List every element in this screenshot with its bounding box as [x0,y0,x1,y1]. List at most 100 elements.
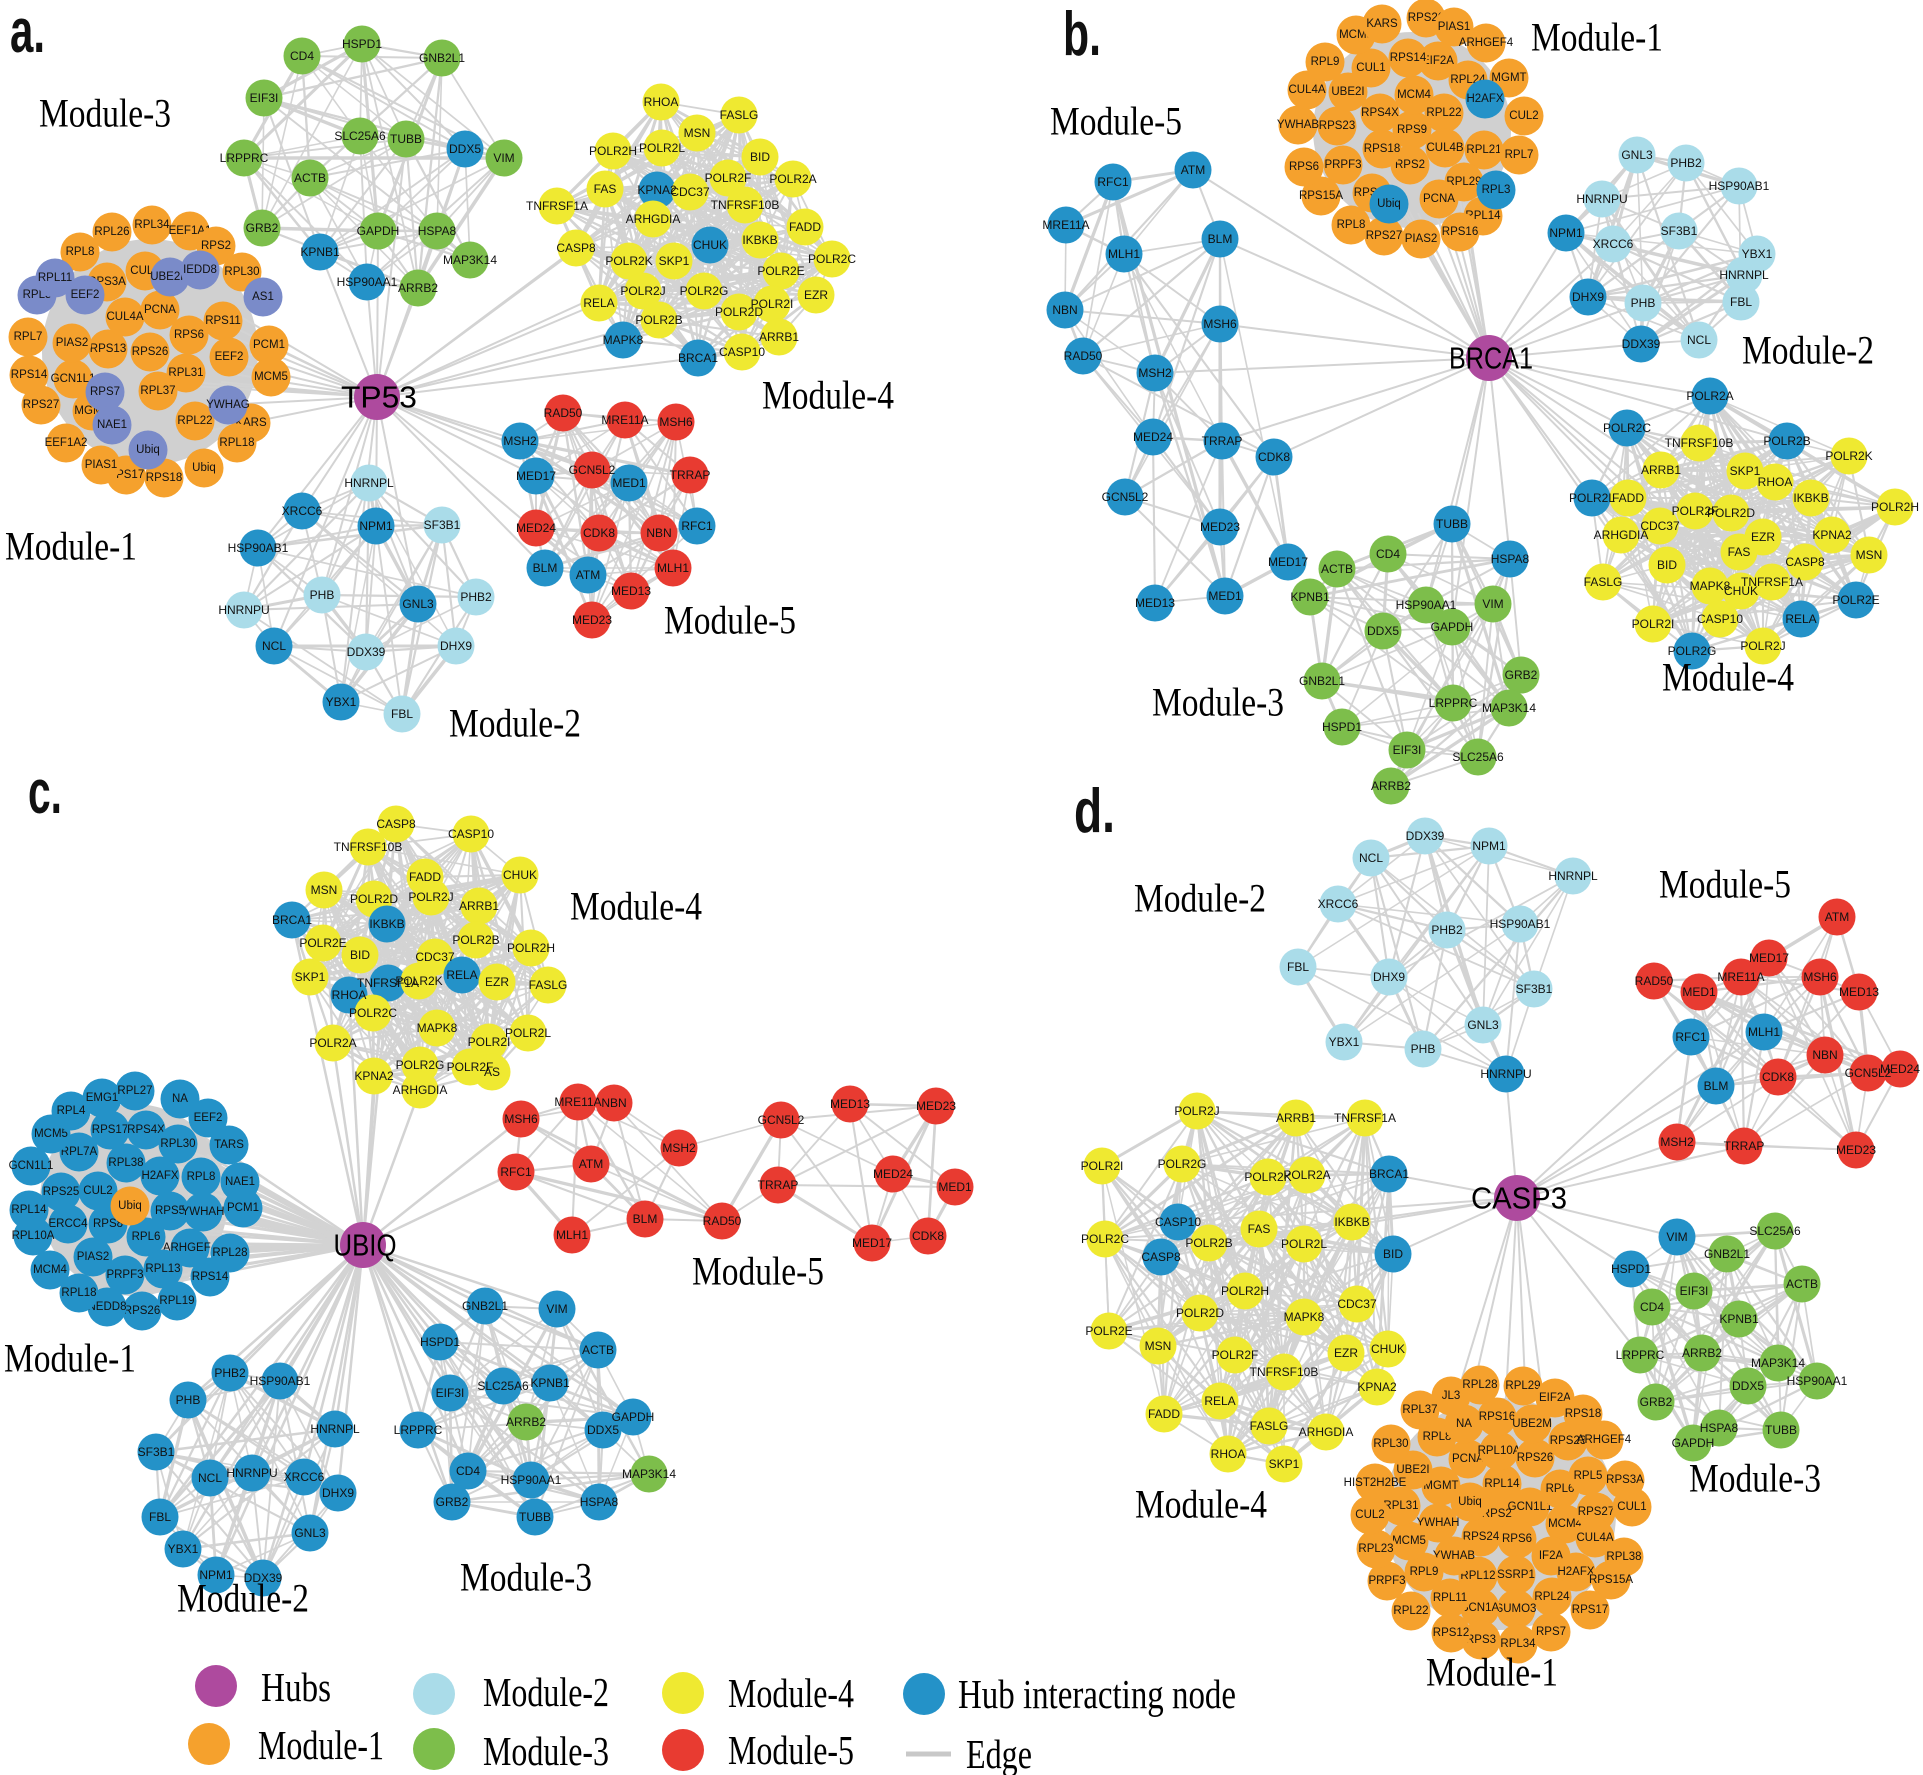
svg-text:NPM1: NPM1 [1472,839,1506,853]
svg-text:NAE1: NAE1 [225,1176,255,1188]
svg-text:UBE2I: UBE2I [1331,86,1364,98]
svg-text:CDC37: CDC37 [670,185,710,199]
svg-text:RPL30: RPL30 [224,266,259,278]
svg-text:PHB: PHB [310,588,335,602]
svg-text:RPS3A: RPS3A [1606,1474,1644,1486]
svg-text:POLR2B: POLR2B [452,933,499,947]
svg-text:RPS26: RPS26 [1517,1452,1553,1464]
svg-text:CASP10: CASP10 [1155,1215,1201,1229]
svg-text:AS: AS [484,1065,500,1079]
svg-text:CUL2: CUL2 [1355,1509,1384,1521]
svg-text:ATM: ATM [1181,163,1205,177]
svg-text:RPL22: RPL22 [1393,1605,1428,1617]
svg-text:RPS11: RPS11 [205,315,241,327]
svg-text:FADD: FADD [1148,1407,1180,1421]
svg-text:GNL3: GNL3 [1467,1018,1499,1032]
svg-text:TUBB: TUBB [1765,1423,1797,1437]
svg-text:RPS4X: RPS4X [1361,107,1399,119]
svg-text:PIAS2: PIAS2 [56,337,89,349]
svg-text:MCM4: MCM4 [1548,1518,1582,1530]
svg-text:DDX39: DDX39 [244,1571,283,1585]
svg-text:RPS24: RPS24 [1463,1531,1500,1543]
svg-text:DHX9: DHX9 [1373,970,1405,984]
svg-text:RHOA: RHOA [644,95,679,109]
svg-text:RPL12: RPL12 [1460,1570,1495,1582]
svg-text:TUBB: TUBB [1436,517,1468,531]
svg-text:POLR2A: POLR2A [769,172,816,186]
svg-text:RPS25: RPS25 [43,1186,79,1198]
svg-text:POLR2C: POLR2C [1081,1232,1129,1246]
svg-text:MSH2: MSH2 [503,434,537,448]
svg-text:POLR2C: POLR2C [349,1006,397,1020]
svg-text:IKBKB: IKBKB [369,917,404,931]
svg-text:RPL4: RPL4 [57,1105,86,1117]
svg-text:GCN5L2: GCN5L2 [1102,490,1149,504]
svg-text:ARHGDIA: ARHGDIA [626,212,681,226]
svg-text:AS1: AS1 [252,291,274,303]
svg-text:ARHGEF4: ARHGEF4 [1577,1434,1632,1446]
svg-text:HSPA8: HSPA8 [1491,552,1530,566]
svg-text:PRPF3: PRPF3 [1368,1575,1405,1587]
svg-text:CUL4A: CUL4A [106,311,143,323]
svg-text:BLM: BLM [533,561,558,575]
svg-text:TNFRSF1A: TNFRSF1A [1334,1111,1396,1125]
svg-text:HSPD1: HSPD1 [342,37,382,51]
svg-text:DDX5: DDX5 [1732,1379,1764,1393]
svg-text:CUL2: CUL2 [1509,110,1538,122]
svg-text:Module-5: Module-5 [692,1249,824,1294]
svg-text:POLR2F: POLR2F [447,1060,494,1074]
svg-text:ACTB: ACTB [294,171,326,185]
svg-text:EIF2A: EIF2A [1422,55,1454,67]
svg-text:RPL34: RPL34 [1500,1638,1536,1650]
svg-text:MED13: MED13 [830,1097,870,1111]
svg-text:RPS6: RPS6 [174,329,204,341]
svg-text:VIM: VIM [546,1302,567,1316]
svg-text:H2AFX: H2AFX [1557,1566,1594,1578]
svg-text:POLR2D: POLR2D [715,305,763,319]
svg-text:HSP90AA1: HSP90AA1 [1787,1374,1848,1388]
svg-text:RPS20: RPS20 [1482,1508,1518,1520]
svg-text:Module-1: Module-1 [4,1336,136,1381]
svg-text:RPS4X: RPS4X [127,1124,165,1136]
svg-text:MED17: MED17 [516,469,556,483]
svg-text:Module-5: Module-5 [728,1727,854,1773]
svg-text:GNB2L1: GNB2L1 [419,51,465,65]
svg-text:POLR2E: POLR2E [1085,1324,1132,1338]
svg-text:RPS5: RPS5 [155,1205,185,1217]
svg-text:POLR2L: POLR2L [1569,491,1615,505]
svg-text:MSN: MSN [1856,548,1883,562]
svg-text:EZR: EZR [804,288,828,302]
svg-text:RPS27: RPS27 [1366,230,1402,242]
svg-text:MAP3K14: MAP3K14 [443,253,497,267]
svg-text:RPL8: RPL8 [1337,219,1366,231]
svg-text:POLR2H: POLR2H [589,144,637,158]
svg-text:RPL13: RPL13 [145,1263,180,1275]
svg-text:POLR2I: POLR2I [468,1035,511,1049]
svg-text:CHUK: CHUK [1371,1342,1405,1356]
svg-text:POLR2I: POLR2I [1632,617,1675,631]
svg-text:POLR2A: POLR2A [309,1036,356,1050]
svg-text:CUL4B: CUL4B [1426,142,1463,154]
svg-text:MED17: MED17 [852,1236,892,1250]
svg-text:RPL14: RPL14 [11,1204,47,1216]
svg-text:RPL22: RPL22 [177,415,212,427]
svg-text:MAP3K14: MAP3K14 [1482,701,1536,715]
svg-text:XRCC6: XRCC6 [284,1470,325,1484]
svg-text:MSH6: MSH6 [1803,970,1837,984]
svg-text:Module-4: Module-4 [1135,1482,1267,1527]
svg-text:SSRP1: SSRP1 [1497,1569,1535,1581]
svg-text:PRPF3: PRPF3 [106,1269,143,1281]
svg-text:MGMT: MGMT [1423,1480,1458,1492]
svg-text:SKP1: SKP1 [1730,464,1761,478]
svg-text:YWHAB: YWHAB [1277,119,1320,131]
svg-text:EZR: EZR [1334,1346,1358,1360]
svg-text:SF3B1: SF3B1 [138,1445,175,1459]
svg-text:RHOA: RHOA [1211,1447,1246,1461]
svg-text:POLR2D: POLR2D [1707,506,1755,520]
svg-text:LRPPRC: LRPPRC [1429,696,1478,710]
svg-text:FADD: FADD [789,220,821,234]
svg-text:MED24: MED24 [1133,430,1173,444]
svg-text:BRCA1: BRCA1 [1369,1167,1409,1181]
svg-text:Hubs: Hubs [261,1664,331,1710]
svg-text:Module-4: Module-4 [570,884,702,929]
